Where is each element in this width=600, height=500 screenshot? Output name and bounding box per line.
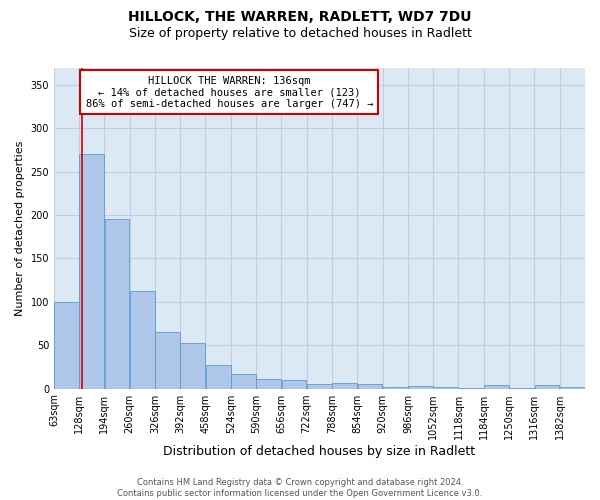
- Bar: [79, 154, 104, 388]
- Bar: [383, 387, 407, 388]
- Bar: [358, 384, 382, 388]
- Bar: [130, 290, 155, 388]
- Bar: [560, 387, 585, 388]
- Text: HILLOCK THE WARREN: 136sqm
← 14% of detached houses are smaller (123)
86% of sem: HILLOCK THE WARREN: 136sqm ← 14% of deta…: [86, 76, 373, 108]
- Bar: [433, 387, 458, 388]
- Bar: [307, 384, 332, 388]
- Bar: [408, 386, 433, 388]
- Text: Contains HM Land Registry data © Crown copyright and database right 2024.
Contai: Contains HM Land Registry data © Crown c…: [118, 478, 482, 498]
- Bar: [54, 302, 79, 388]
- Text: HILLOCK, THE WARREN, RADLETT, WD7 7DU: HILLOCK, THE WARREN, RADLETT, WD7 7DU: [128, 10, 472, 24]
- Bar: [104, 220, 130, 388]
- Bar: [484, 385, 509, 388]
- Text: Size of property relative to detached houses in Radlett: Size of property relative to detached ho…: [128, 28, 472, 40]
- Y-axis label: Number of detached properties: Number of detached properties: [15, 140, 25, 316]
- Bar: [332, 384, 357, 388]
- Bar: [256, 379, 281, 388]
- Bar: [206, 365, 230, 388]
- Bar: [281, 380, 307, 388]
- Bar: [155, 332, 180, 388]
- X-axis label: Distribution of detached houses by size in Radlett: Distribution of detached houses by size …: [163, 444, 476, 458]
- Bar: [181, 342, 205, 388]
- Bar: [535, 385, 559, 388]
- Bar: [231, 374, 256, 388]
